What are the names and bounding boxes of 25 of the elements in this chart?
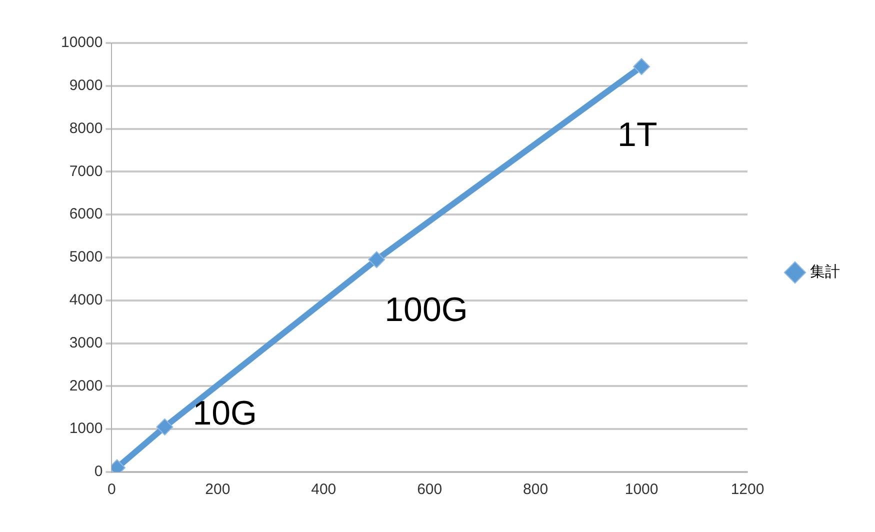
x-tick-label: 1200 bbox=[730, 481, 764, 498]
annotation: 100G bbox=[384, 291, 468, 330]
y-tick-label: 2000 bbox=[69, 377, 103, 394]
x-tick-label: 400 bbox=[311, 481, 336, 498]
y-tick-label: 6000 bbox=[69, 206, 103, 223]
x-tick-label: 600 bbox=[417, 481, 442, 498]
legend-label: 集計 bbox=[810, 262, 840, 280]
annotation: 10G bbox=[192, 394, 257, 432]
y-tick-label: 5000 bbox=[69, 248, 103, 266]
x-tick-label: 0 bbox=[108, 481, 116, 498]
point bbox=[368, 251, 386, 268]
y-tick-label: 0 bbox=[94, 463, 103, 480]
y-tick-label: 3000 bbox=[69, 334, 103, 352]
point bbox=[156, 418, 174, 436]
annotation: 1T bbox=[618, 116, 658, 154]
y-tick-label: 8000 bbox=[69, 120, 103, 137]
y-tick-label: 9000 bbox=[69, 77, 103, 94]
point bbox=[633, 58, 650, 76]
y-tick-label: 1000 bbox=[69, 420, 103, 438]
x-tick-label: 800 bbox=[523, 481, 548, 498]
x-tick-label: 1000 bbox=[624, 481, 658, 498]
y-tick-label: 7000 bbox=[69, 162, 103, 180]
y-tick-label: 10000 bbox=[60, 34, 103, 52]
x-tick-label: 200 bbox=[205, 481, 230, 498]
y-tick-label: 4000 bbox=[69, 292, 103, 309]
